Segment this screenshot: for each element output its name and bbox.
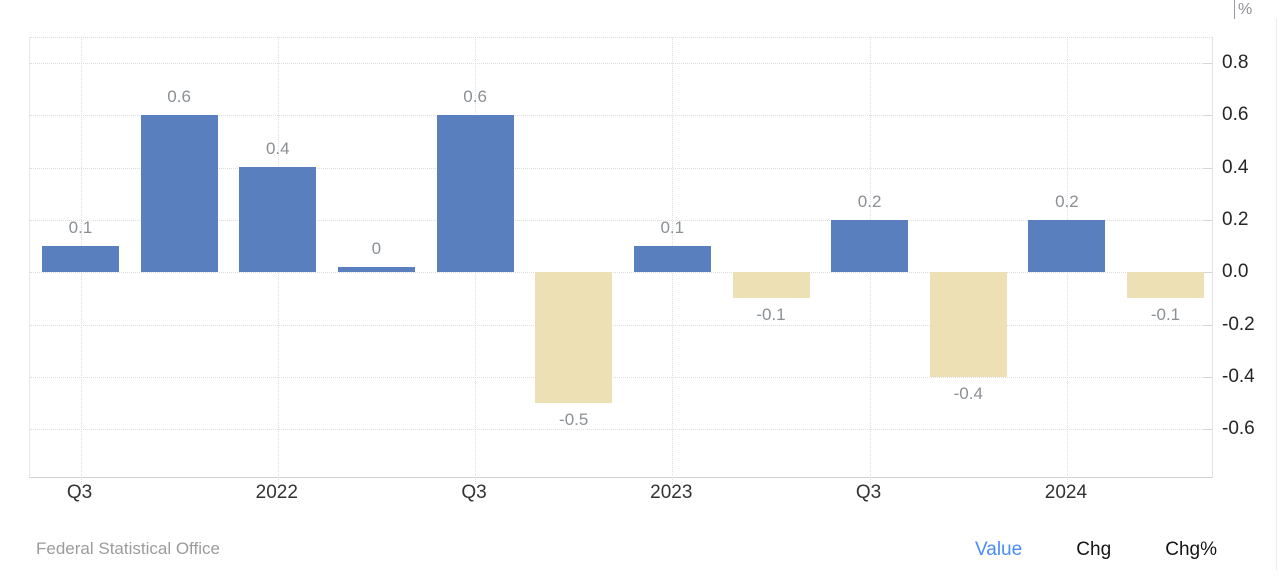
h-gridline xyxy=(30,376,1212,378)
bar[interactable] xyxy=(436,115,514,273)
bar[interactable] xyxy=(929,272,1007,378)
y-axis-tick xyxy=(1203,220,1212,221)
bar[interactable] xyxy=(1127,272,1204,299)
x-tick-label: Q3 xyxy=(461,482,487,503)
bar-value-label: 0.6 xyxy=(463,87,487,107)
y-axis-tick xyxy=(1203,272,1212,274)
right-divider-line xyxy=(1276,19,1277,570)
footer-toggles: Value Chg Chg% xyxy=(975,539,1217,561)
bar-value-label: -0.1 xyxy=(756,305,786,325)
h-gridline xyxy=(30,37,1212,38)
bar[interactable] xyxy=(337,267,415,273)
bar-value-label: 0 xyxy=(371,239,382,259)
h-gridline xyxy=(30,63,1212,65)
y-tick-label: 0.6 xyxy=(1222,104,1249,126)
toggle-chg[interactable]: Chg xyxy=(1076,539,1112,560)
bar[interactable] xyxy=(535,272,613,404)
bar[interactable] xyxy=(140,115,218,273)
toggle-value[interactable]: Value xyxy=(975,539,1023,560)
h-gridline xyxy=(30,324,1212,326)
plot-area: 0.1 0.6 0.4 0 0.6 -0.5 0.1 -0.1 0.2 -0.4 0.2 -0.1 xyxy=(29,37,1213,484)
bar-value-label: -0.5 xyxy=(559,410,589,430)
bar-value-label: 0.1 xyxy=(68,218,93,238)
x-tick-label: 2022 xyxy=(255,482,298,503)
h-gridline xyxy=(30,115,1212,117)
x-tick-label: 2024 xyxy=(1044,482,1088,503)
toggle-chg-pct[interactable]: Chg% xyxy=(1165,539,1217,560)
bar-value-label: 0.2 xyxy=(1055,192,1079,212)
bar-value-label: 0.2 xyxy=(857,192,882,212)
bar-value-label: 0.6 xyxy=(167,87,191,107)
y-axis-unit-label: % xyxy=(1234,0,1252,19)
h-gridline xyxy=(30,429,1212,431)
y-axis-tick xyxy=(1203,429,1212,431)
bar-value-label: 0.4 xyxy=(265,139,290,159)
bar[interactable] xyxy=(732,272,810,299)
bar[interactable] xyxy=(831,220,909,273)
y-tick-label: -0.2 xyxy=(1222,313,1255,335)
bar[interactable] xyxy=(633,246,711,273)
source-label: Federal Statistical Office xyxy=(36,539,220,558)
y-axis-tick xyxy=(1203,324,1212,326)
y-tick-label: 0.4 xyxy=(1222,156,1249,178)
bar-value-label: -0.4 xyxy=(953,384,983,404)
x-tick-label: Q3 xyxy=(855,482,882,503)
x-tick-label: 2023 xyxy=(650,482,693,503)
y-tick-label: 0.0 xyxy=(1222,261,1249,283)
y-axis-tick xyxy=(1203,115,1212,117)
y-axis-tick xyxy=(1203,167,1212,169)
bar[interactable] xyxy=(1028,220,1106,273)
h-gridline xyxy=(30,272,1212,274)
h-gridline xyxy=(30,167,1212,169)
h-gridline xyxy=(30,220,1212,221)
y-tick-label: -0.4 xyxy=(1222,365,1255,387)
y-tick-label: -0.6 xyxy=(1222,418,1255,440)
y-tick-label: 0.8 xyxy=(1222,52,1249,74)
x-tick-label: Q3 xyxy=(66,482,93,503)
y-axis-tick xyxy=(1203,376,1212,378)
bar[interactable] xyxy=(42,246,119,273)
bar-value-label: -0.1 xyxy=(1150,305,1181,325)
bar-value-label: 0.1 xyxy=(660,218,685,238)
y-tick-label: 0.2 xyxy=(1222,209,1249,230)
bar[interactable] xyxy=(239,167,317,273)
y-axis-tick xyxy=(1203,63,1212,65)
